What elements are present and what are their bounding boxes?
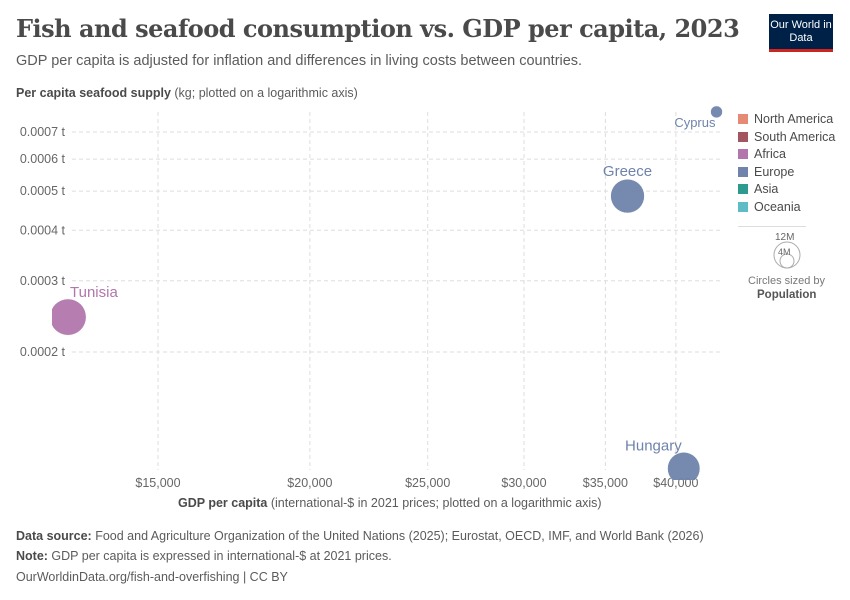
x-tick-label: $15,000: [135, 476, 180, 490]
x-axis-label-rest: (international-$ in 2021 prices; plotted…: [267, 496, 602, 510]
chart-title: Fish and seafood consumption vs. GDP per…: [16, 14, 740, 43]
note-text: GDP per capita is expressed in internati…: [47, 549, 392, 563]
x-axis-label: GDP per capita (international-$ in 2021 …: [178, 496, 602, 510]
owid-logo[interactable]: Our World in Data: [769, 14, 833, 52]
size-legend-large-label: 12M: [775, 232, 795, 243]
legend-swatch: [738, 166, 748, 177]
y-tick-label: 0.0007 t: [20, 125, 66, 139]
data-source: Data source: Food and Agriculture Organi…: [16, 529, 704, 543]
color-legend: North America South America Africa Europe As…: [738, 112, 835, 218]
x-tick-label: $20,000: [287, 476, 332, 490]
size-legend-caption: Circles sized by: [748, 275, 826, 287]
note: Note: GDP per capita is expressed in int…: [16, 549, 392, 563]
legend-label: South America: [754, 129, 836, 144]
legend-swatch: [738, 149, 748, 160]
point-greece[interactable]: [610, 178, 645, 214]
legend-label: North America: [754, 112, 834, 126]
data-source-label: Data source:: [16, 529, 92, 543]
legend-item[interactable]: Asia: [738, 182, 835, 200]
point-tunisia[interactable]: [50, 298, 87, 336]
data-source-text: Food and Agriculture Organization of the…: [91, 529, 704, 543]
point-label: Tunisia: [70, 284, 118, 301]
legend-item[interactable]: South America: [738, 130, 835, 148]
legend-label: Europe: [754, 164, 795, 179]
y-tick-label: 0.0006 t: [20, 152, 66, 166]
y-tick-label: 0.0003 t: [20, 274, 66, 288]
x-tick-label: $35,000: [583, 476, 628, 490]
note-label: Note:: [16, 549, 48, 563]
legend-item[interactable]: Europe: [738, 165, 835, 183]
size-legend-small-label: 4M: [778, 247, 791, 257]
x-tick-label: $30,000: [501, 476, 546, 490]
point-label: Hungary: [625, 438, 682, 455]
point-hungary[interactable]: [667, 452, 701, 484]
y-axis-label: Per capita seafood supply (kg; plotted o…: [16, 86, 358, 100]
y-axis-label-rest: (kg; plotted on a logarithmic axis): [170, 86, 358, 100]
point-label: Cyprus: [674, 115, 716, 130]
point-label: Greece: [603, 163, 652, 180]
size-legend-variable: Population: [757, 289, 817, 301]
legend-item[interactable]: Africa: [738, 147, 835, 165]
x-tick-label: $25,000: [405, 476, 450, 490]
y-tick-label: 0.0002 t: [20, 345, 66, 359]
y-axis-label-bold: Per capita seafood supply: [16, 86, 171, 100]
legend-swatch: [738, 114, 748, 124]
y-tick-label: 0.0004 t: [20, 223, 66, 237]
point-cyprus[interactable]: [710, 105, 723, 119]
legend-divider: [738, 226, 806, 227]
legend-label: Oceania: [754, 199, 801, 214]
legend-item[interactable]: Oceania: [738, 200, 835, 218]
chart-subtitle: GDP per capita is adjusted for inflation…: [16, 53, 583, 69]
legend-swatch: [738, 201, 748, 212]
legend-item[interactable]: North America: [738, 112, 835, 130]
y-tick-label: 0.0005 t: [20, 184, 66, 198]
source-link[interactable]: OurWorldinData.org/fish-and-overfishing …: [16, 570, 288, 584]
legend-swatch: [738, 131, 748, 142]
x-axis-label-bold: GDP per capita: [178, 496, 268, 510]
legend-swatch: [738, 184, 748, 195]
legend-label: Africa: [754, 147, 786, 162]
legend-label: Asia: [754, 182, 779, 197]
